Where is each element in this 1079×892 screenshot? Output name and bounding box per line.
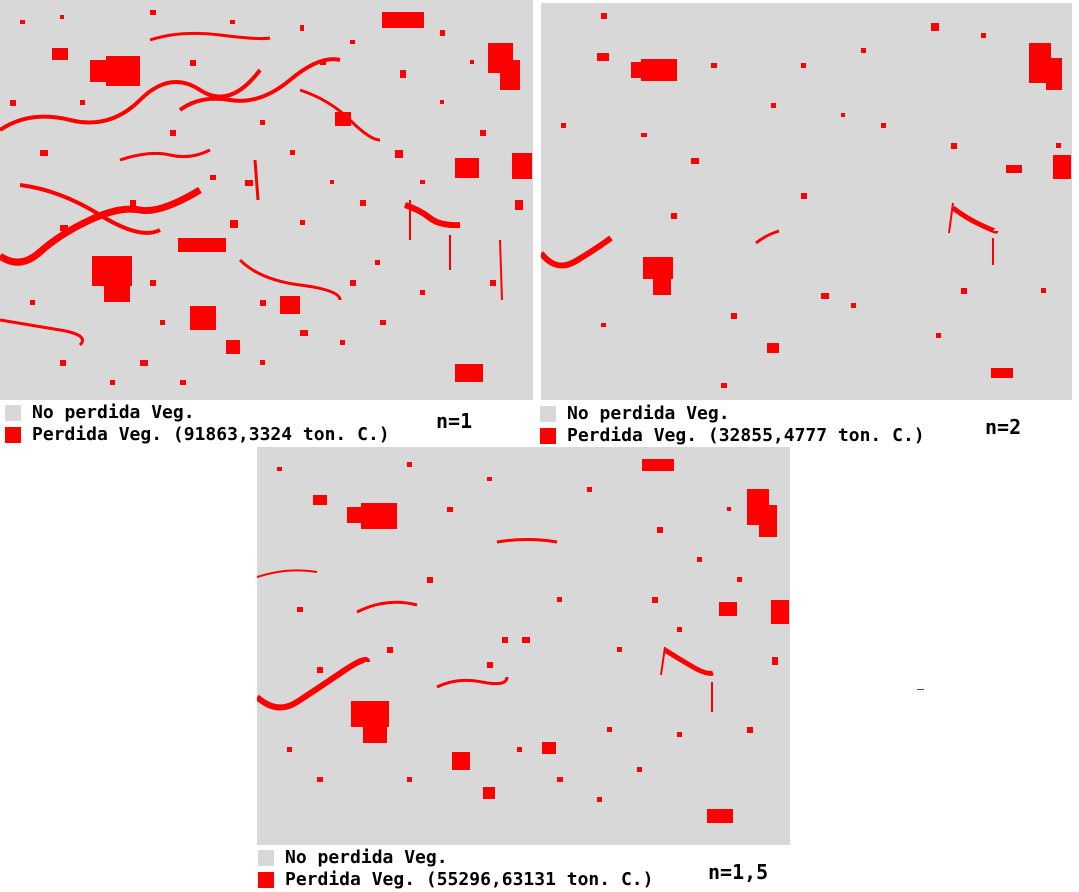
no-loss-swatch xyxy=(5,405,21,421)
no-loss-swatch xyxy=(540,406,556,422)
n-label-n15: n=1,5 xyxy=(708,860,769,884)
vegetation-loss-map-n15 xyxy=(257,447,790,845)
loss-swatch xyxy=(540,428,556,444)
loss-swatch xyxy=(5,427,21,443)
vegetation-loss-map-n2 xyxy=(541,3,1072,400)
no-loss-label: No perdida Veg. xyxy=(567,403,730,424)
stray-mark xyxy=(917,689,924,690)
loss-label: Perdida Veg. (91863,3324 ton. C.) xyxy=(32,424,390,445)
loss-label: Perdida Veg. (32855,4777 ton. C.) xyxy=(567,425,925,446)
no-loss-label: No perdida Veg. xyxy=(32,402,195,423)
loss-swatch xyxy=(258,872,274,888)
no-loss-swatch xyxy=(258,850,274,866)
loss-label: Perdida Veg. (55296,63131 ton. C.) xyxy=(285,869,654,890)
n-label-n1: n=1 xyxy=(436,409,473,433)
loss-patches-n15 xyxy=(257,459,789,823)
n-label-n2: n=2 xyxy=(985,415,1022,439)
loss-patches-n1 xyxy=(0,10,532,385)
loss-patches-n2 xyxy=(541,13,1071,388)
vegetation-loss-map-n1 xyxy=(0,0,533,400)
no-loss-label: No perdida Veg. xyxy=(285,847,448,868)
